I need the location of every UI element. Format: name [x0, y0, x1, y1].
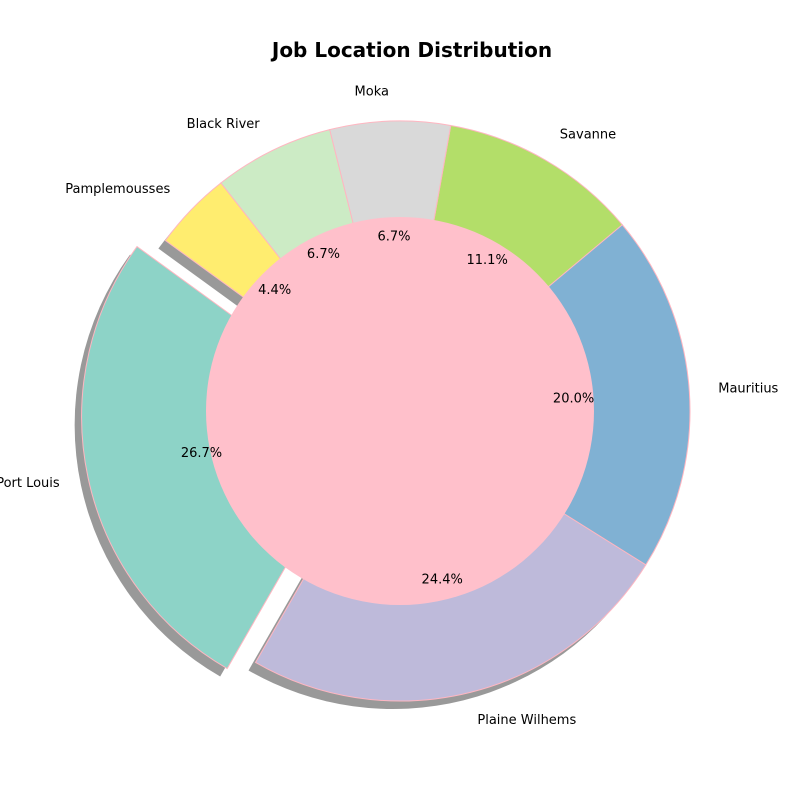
slice-percent-mauritius: 20.0%	[553, 391, 594, 406]
donut-center	[206, 217, 594, 605]
slice-percent-plaine-wilhems: 24.4%	[422, 572, 463, 587]
slice-label-black-river: Black River	[187, 117, 261, 132]
slice-label-moka: Moka	[355, 85, 389, 100]
slice-label-savanne: Savanne	[560, 127, 616, 142]
slice-percent-savanne: 11.1%	[467, 253, 508, 268]
slice-label-plaine-wilhems: Plaine Wilhems	[477, 713, 576, 728]
slice-percent-pamplemousses: 4.4%	[258, 283, 291, 298]
slice-percent-port-louis: 26.7%	[181, 446, 222, 461]
slice-percent-black-river: 6.7%	[307, 247, 340, 262]
slice-label-pamplemousses: Pamplemousses	[65, 182, 170, 197]
slice-label-mauritius: Mauritius	[718, 381, 778, 396]
slice-label-port-louis: Port Louis	[0, 476, 60, 491]
slice-labels: Port Louis 26.7% Plaine Wilhems 24.4% Maurit…	[0, 85, 779, 728]
slice-percent-moka: 6.7%	[377, 230, 410, 245]
chart-title: Job Location Distribution	[270, 38, 552, 62]
